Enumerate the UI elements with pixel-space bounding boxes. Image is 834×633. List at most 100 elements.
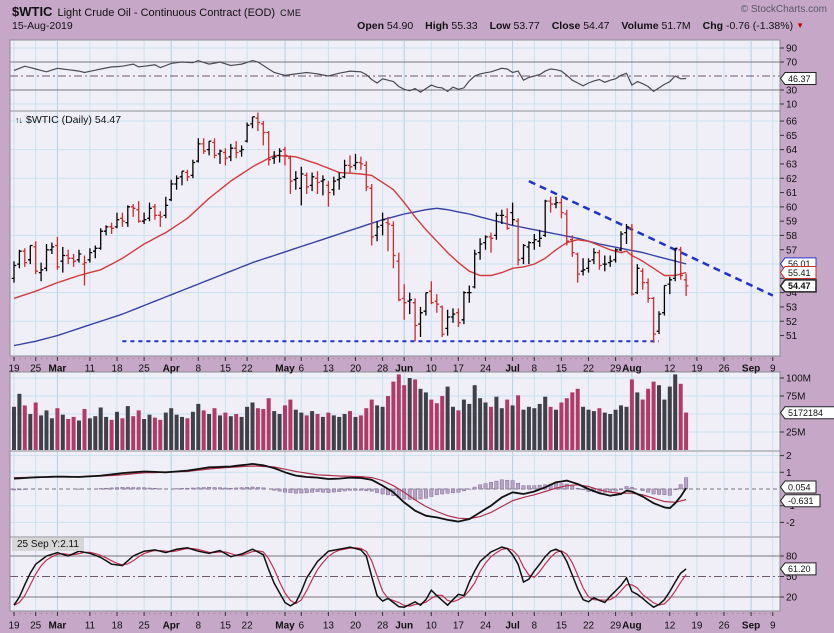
svg-text:25: 25 [139, 364, 151, 375]
gridlines [10, 41, 780, 610]
svg-text:15: 15 [556, 364, 568, 375]
svg-text:25: 25 [139, 621, 151, 632]
ppo-line [13, 462, 687, 523]
svg-text:15: 15 [556, 621, 568, 632]
volume-value: 51.7M [661, 20, 691, 32]
svg-text:Apr: Apr [163, 364, 180, 375]
svg-text:6: 6 [299, 364, 305, 375]
rsi-panel [13, 59, 687, 93]
svg-text:Aug: Aug [622, 364, 641, 375]
svg-text:0.054: 0.054 [788, 482, 811, 492]
svg-text:90: 90 [786, 44, 798, 55]
svg-text:25M: 25M [786, 428, 805, 439]
price-legend[interactable]: ↑↓ $WTIC (Daily) 54.47 [15, 114, 121, 126]
svg-text:17: 17 [453, 621, 465, 632]
change-down-triangle-icon: ▼ [796, 21, 804, 30]
svg-text:19: 19 [691, 621, 703, 632]
svg-text:53: 53 [786, 302, 798, 313]
svg-text:63: 63 [786, 159, 798, 170]
svg-text:11: 11 [85, 621, 96, 632]
ppo-value-tag [779, 480, 817, 494]
svg-text:51: 51 [786, 331, 798, 342]
ma-fast-value-tag [779, 265, 817, 279]
svg-text:12: 12 [664, 621, 676, 632]
svg-text:Jul: Jul [505, 364, 520, 375]
hover-tooltip: 25 Sep Y:2.11 [12, 538, 84, 551]
ma-fast-line [13, 154, 687, 300]
svg-text:Sep: Sep [742, 621, 760, 632]
svg-text:46.37: 46.37 [788, 74, 811, 84]
svg-text:20: 20 [350, 364, 362, 375]
svg-text:64: 64 [786, 145, 798, 156]
volume-panel [12, 374, 689, 450]
svg-text:61: 61 [786, 188, 798, 199]
svg-text:10: 10 [426, 364, 438, 375]
low-label: Low [489, 20, 511, 32]
price-legend-arrows-icon: ↑↓ [15, 115, 23, 125]
svg-text:6: 6 [299, 621, 305, 632]
high-value: 55.33 [451, 20, 478, 32]
svg-text:20: 20 [786, 593, 798, 604]
svg-text:2: 2 [786, 451, 792, 462]
svg-text:62: 62 [786, 174, 798, 185]
svg-text:11: 11 [85, 364, 96, 375]
volume-label: Volume [621, 20, 659, 32]
svg-text:10: 10 [786, 100, 798, 111]
stochastics-panel [13, 546, 687, 609]
svg-text:8: 8 [196, 621, 202, 632]
svg-text:57: 57 [786, 245, 798, 256]
svg-text:65: 65 [786, 131, 798, 142]
svg-text:-2: -2 [786, 518, 795, 529]
close-label: Close [551, 20, 581, 32]
price-panel [11, 112, 774, 347]
svg-text:8: 8 [196, 364, 202, 375]
ppo-signal-line [14, 465, 687, 520]
svg-text:22: 22 [242, 364, 254, 375]
svg-text:26: 26 [718, 621, 730, 632]
svg-text:66: 66 [786, 117, 798, 128]
symbol: $WTIC [12, 4, 53, 19]
svg-text:19: 19 [8, 364, 20, 375]
date-axis-middle: 19 25 Mar 11 18 25 Apr 8 15 22 May 6 13 20 28 Jun 10 17 24… [8, 357, 776, 375]
low-value: 53.77 [513, 20, 540, 32]
close-value: 54.47 [583, 20, 610, 32]
svg-text:13: 13 [323, 364, 335, 375]
svg-text:Sep: Sep [742, 364, 760, 375]
open-value: 54.90 [386, 20, 414, 32]
svg-text:25: 25 [30, 621, 42, 632]
svg-text:52: 52 [786, 317, 798, 328]
chg-value: -0.76 (-1.38%) [725, 20, 794, 32]
svg-text:17: 17 [453, 364, 465, 375]
svg-text:24: 24 [480, 364, 492, 375]
svg-text:20: 20 [350, 621, 362, 632]
ohlc-bars-up [11, 116, 678, 337]
ohlc-bars-down [22, 112, 689, 343]
instrument-title: Light Crude Oil - Continuous Contract (E… [57, 7, 276, 19]
exchange-label: CME [280, 8, 302, 18]
svg-text:Jul: Jul [505, 621, 520, 632]
svg-text:28: 28 [377, 364, 389, 375]
svg-text:Mar: Mar [49, 364, 67, 375]
svg-text:15: 15 [220, 364, 232, 375]
panel-backgrounds [10, 40, 780, 611]
svg-text:Aug: Aug [622, 621, 641, 632]
svg-text:Apr: Apr [163, 621, 180, 632]
svg-text:75M: 75M [786, 392, 805, 403]
stoch-k-line [13, 546, 687, 609]
title-row: $WTIC Light Crude Oil - Continuous Contra… [12, 3, 301, 21]
stoch-value-tag [779, 562, 817, 576]
ma-slow-line [13, 207, 687, 347]
svg-text:Mar: Mar [49, 621, 67, 632]
svg-text:56.01: 56.01 [788, 259, 811, 269]
date-axis-bottom: 19 25 Mar 11 18 25 Apr 8 15 22 May 6 13 20 28 Jun 10 17 24… [8, 612, 776, 632]
svg-text:58: 58 [786, 231, 798, 242]
svg-text:19: 19 [8, 621, 20, 632]
svg-text:60: 60 [786, 202, 798, 213]
price-legend-text: $WTIC (Daily) 54.47 [26, 114, 122, 126]
svg-text:8: 8 [532, 364, 538, 375]
svg-text:22: 22 [583, 621, 595, 632]
panel-borders [9, 39, 781, 612]
